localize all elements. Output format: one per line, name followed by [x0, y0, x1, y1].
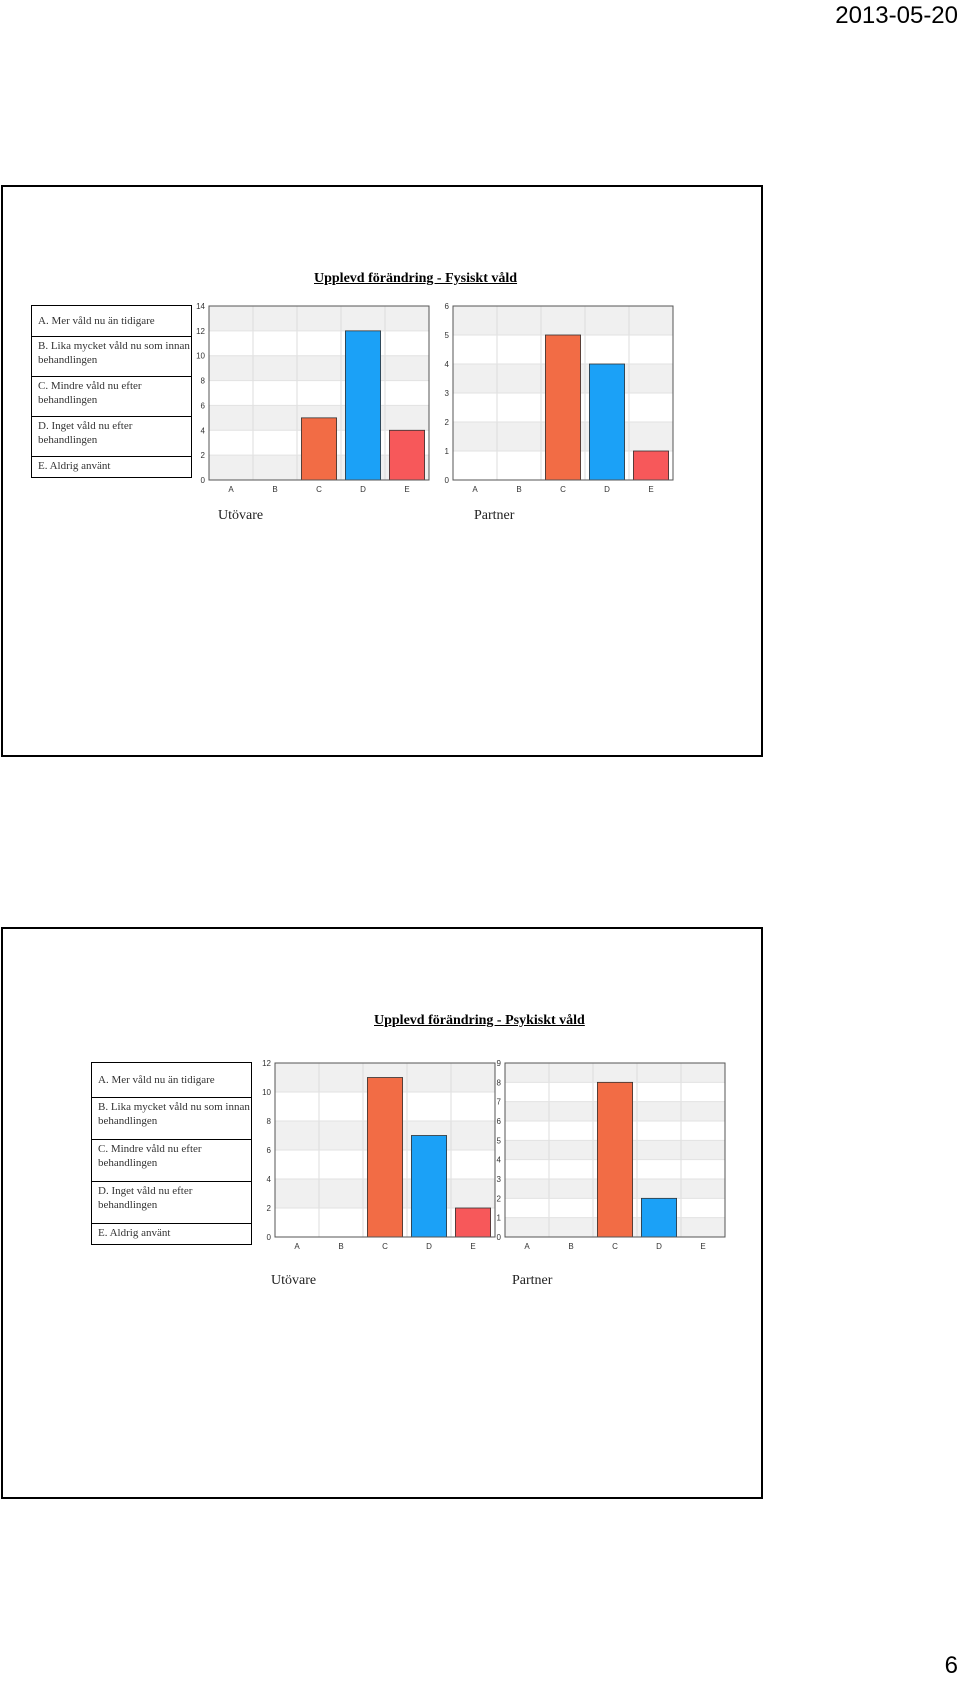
bar-e	[632, 450, 669, 481]
bar-e	[388, 429, 425, 481]
plot-frame	[274, 1062, 496, 1238]
x-tick-label: E	[404, 485, 409, 494]
y-tick-label: 6	[267, 1146, 272, 1155]
y-tick-label: 4	[267, 1175, 272, 1184]
x-tick-label: E	[470, 1242, 475, 1251]
chart-label-partner: Partner	[512, 1273, 553, 1288]
y-tick-label: 10	[196, 352, 205, 361]
grid-band	[209, 306, 429, 331]
page-number: 6	[944, 1652, 958, 1679]
plot-frame	[208, 305, 430, 481]
grid-band	[505, 1063, 725, 1083]
grid-band	[209, 380, 429, 406]
legend-item-e: E. Aldrig använt	[92, 1223, 251, 1245]
legend-item-d: D. Inget våld nu efter behandlingen	[92, 1181, 251, 1223]
x-tick-label: B	[272, 485, 277, 494]
y-tick-label: 10	[262, 1088, 271, 1097]
y-tick-label: 6	[201, 401, 206, 410]
legend-item-c: C. Mindre våld nu efter behandlingen	[92, 1139, 251, 1181]
legend-item-d: D. Inget våld nu efter behandlingen	[32, 416, 191, 456]
plot-frame	[504, 1062, 726, 1238]
y-tick-label: 0	[267, 1233, 272, 1242]
slide-psykiskt: Upplevd förändring - Psykiskt våld A. Me…	[1, 927, 763, 1499]
y-tick-label: 2	[445, 418, 450, 427]
grid-band	[453, 306, 673, 335]
bar-c	[301, 417, 338, 481]
bar-chart-partner-psykiskt: 0 1 2 3 4 5 6 7 8 9 A B C D E	[497, 1059, 726, 1251]
y-tick-label: 3	[445, 389, 450, 398]
bar-c	[545, 334, 582, 481]
x-tick-label: B	[568, 1242, 573, 1251]
slide-title: Upplevd förändring - Psykiskt våld	[374, 1013, 585, 1028]
bar-d	[410, 1135, 447, 1238]
x-tick-label: E	[648, 485, 653, 494]
y-tick-label: 0	[445, 476, 450, 485]
legend-item-b: B. Lika mycket våld nu som innan behandl…	[32, 336, 191, 376]
chart-label-partner: Partner	[474, 508, 515, 523]
x-tick-label: C	[560, 485, 566, 494]
y-tick-label: 2	[497, 1194, 502, 1203]
legend-item-b: B. Lika mycket våld nu som innan behandl…	[92, 1097, 251, 1139]
x-tick-label: A	[228, 485, 234, 494]
bar-chart-partner-fysiskt: 0 1 2 3 4 5 6 A B C D E	[445, 302, 674, 494]
x-tick-label: D	[360, 485, 366, 494]
x-tick-label: C	[316, 485, 322, 494]
y-tick-label: 5	[445, 331, 450, 340]
bar-c	[597, 1081, 634, 1238]
grid-band	[209, 355, 429, 381]
x-tick-label: C	[612, 1242, 618, 1251]
y-tick-label: 8	[267, 1117, 272, 1126]
legend-item-a: A. Mer våld nu än tidigare	[98, 1074, 215, 1086]
bar-e	[454, 1207, 491, 1238]
bar-d	[588, 363, 625, 481]
chart-label-utovare: Utövare	[271, 1273, 317, 1288]
legend-box: A. Mer våld nu än tidigare B. Lika mycke…	[91, 1062, 252, 1245]
x-tick-label: A	[294, 1242, 300, 1251]
chart-label-utovare: Utövare	[218, 508, 264, 523]
x-tick-label: D	[604, 485, 610, 494]
y-tick-label: 4	[201, 426, 206, 435]
bar-d	[640, 1197, 677, 1238]
x-tick-label: E	[700, 1242, 705, 1251]
grid-band	[209, 330, 429, 356]
y-tick-label: 0	[497, 1233, 502, 1242]
y-tick-label: 6	[497, 1117, 502, 1126]
page-date: 2013-05-20	[835, 2, 958, 29]
legend-item-e: E. Aldrig använt	[32, 456, 191, 478]
y-tick-label: 7	[497, 1098, 502, 1107]
y-tick-label: 4	[497, 1156, 502, 1165]
plot-frame	[452, 305, 674, 481]
legend-item-c: C. Mindre våld nu efter behandlingen	[32, 376, 191, 416]
bar-chart-utovare-psykiskt: 0 2 4 6 8 10 12 A B C D E	[262, 1059, 496, 1251]
y-tick-label: 2	[267, 1204, 272, 1213]
slide-fysiskt: Upplevd förändring - Fysiskt våld A. Mer…	[1, 185, 763, 757]
y-tick-label: 3	[497, 1175, 502, 1184]
x-tick-label: D	[656, 1242, 662, 1251]
x-tick-label: B	[516, 485, 521, 494]
y-tick-label: 6	[445, 302, 450, 311]
x-tick-label: B	[338, 1242, 343, 1251]
y-tick-label: 14	[196, 302, 205, 311]
y-tick-label: 0	[201, 476, 206, 485]
legend-box: A. Mer våld nu än tidigare B. Lika mycke…	[31, 305, 192, 478]
bar-c	[367, 1077, 404, 1238]
y-tick-label: 1	[445, 447, 450, 456]
y-tick-label: 8	[201, 377, 206, 386]
y-tick-label: 4	[445, 360, 450, 369]
y-tick-label: 5	[497, 1136, 502, 1145]
x-tick-label: A	[524, 1242, 530, 1251]
x-tick-label: C	[382, 1242, 388, 1251]
bar-d	[344, 330, 381, 481]
y-tick-label: 12	[262, 1059, 271, 1068]
x-tick-label: A	[472, 485, 478, 494]
slide-title: Upplevd förändring - Fysiskt våld	[314, 271, 518, 286]
x-tick-label: D	[426, 1242, 432, 1251]
y-tick-label: 1	[497, 1214, 502, 1223]
y-tick-label: 2	[201, 451, 206, 460]
y-tick-label: 8	[497, 1078, 502, 1087]
legend-item-a: A. Mer våld nu än tidigare	[38, 315, 155, 327]
y-tick-label: 9	[497, 1059, 502, 1068]
bar-chart-utovare-fysiskt: 0 2 4 6 8 10 12 14 A B C D E	[196, 302, 430, 494]
y-tick-label: 12	[196, 327, 205, 336]
